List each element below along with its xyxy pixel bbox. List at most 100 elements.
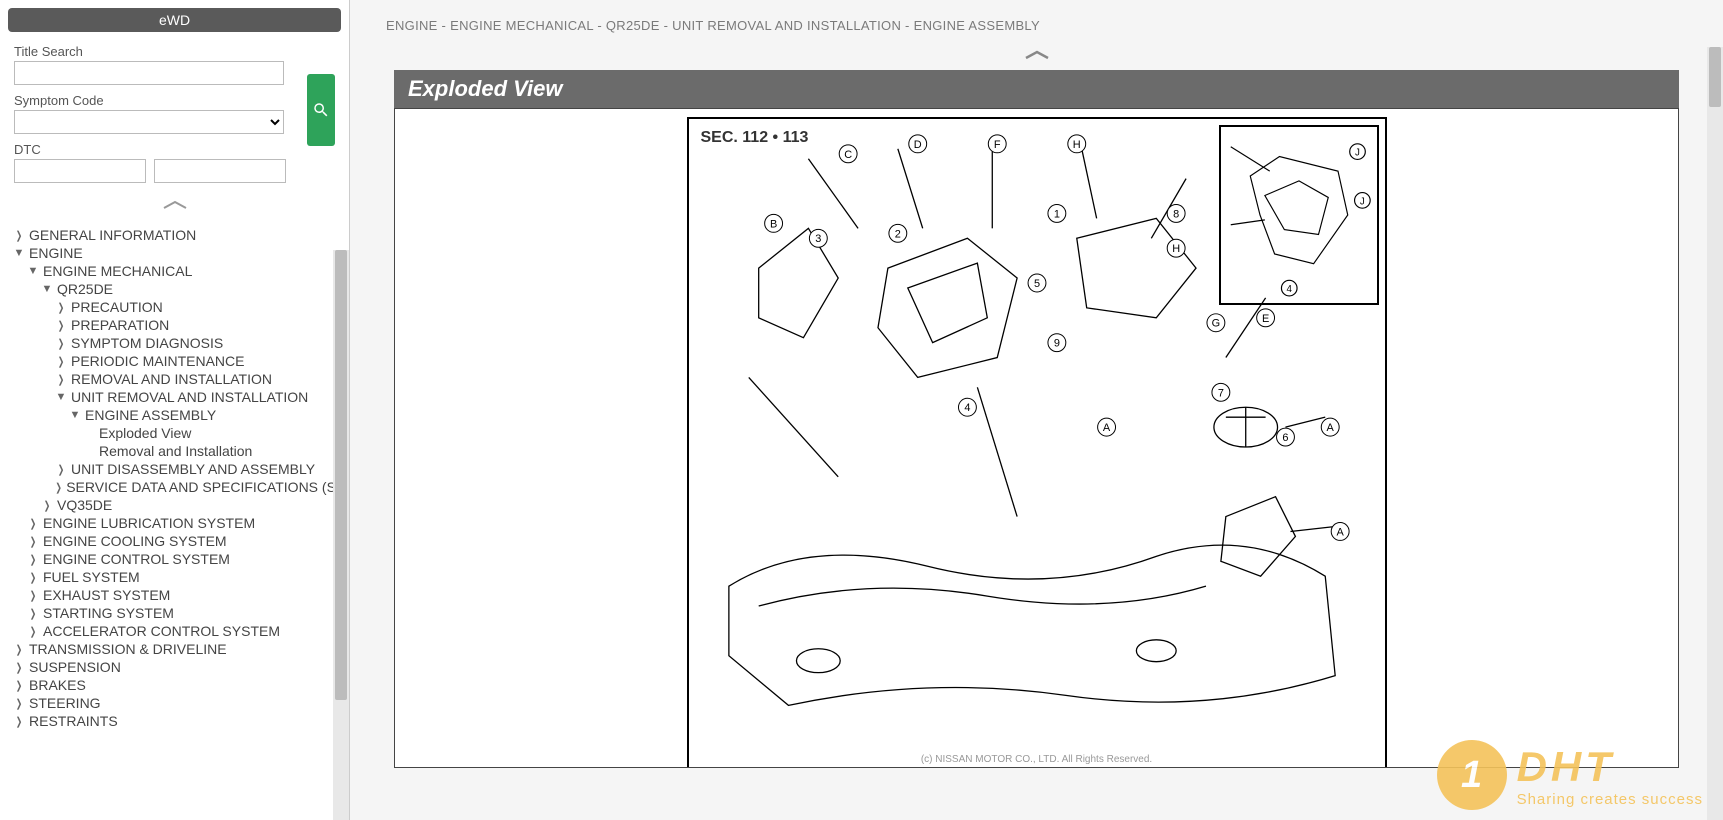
caret-down-icon: ▼ <box>54 391 68 403</box>
dtc-label: DTC <box>14 142 335 157</box>
title-search-label: Title Search <box>14 44 335 59</box>
svg-text:1: 1 <box>1053 208 1059 220</box>
tree-item[interactable]: ❯GENERAL INFORMATION <box>6 226 349 244</box>
caret-right-icon: ❯ <box>28 553 38 566</box>
tree-item-label: PRECAUTION <box>71 299 163 315</box>
title-search-input[interactable] <box>14 61 284 85</box>
symptom-code-label: Symptom Code <box>14 93 335 108</box>
svg-text:H: H <box>1172 243 1180 255</box>
caret-right-icon: ❯ <box>56 463 66 476</box>
tree-item[interactable]: ❯TRANSMISSION & DRIVELINE <box>6 640 349 658</box>
svg-text:2: 2 <box>894 228 900 240</box>
breadcrumb: ENGINE - ENGINE MECHANICAL - QR25DE - UN… <box>350 0 1723 47</box>
svg-text:9: 9 <box>1053 338 1059 350</box>
tree-item-label: UNIT REMOVAL AND INSTALLATION <box>71 389 308 405</box>
tree-item[interactable]: ❯ ENGINE CONTROL SYSTEM <box>6 550 349 568</box>
tree-item[interactable]: ❯STARTING SYSTEM <box>6 604 349 622</box>
tree-item-label: ACCELERATOR CONTROL SYSTEM <box>43 623 280 639</box>
tree-item[interactable]: ❯ FUEL SYSTEM <box>6 568 349 586</box>
caret-right-icon: ❯ <box>14 229 24 242</box>
tree-item-label: ENGINE <box>29 245 83 261</box>
search-button[interactable] <box>307 74 335 146</box>
tree-item-label: Exploded View <box>99 425 191 441</box>
tree-item-label: STEERING <box>29 695 101 711</box>
tree-item[interactable]: ❯ ACCELERATOR CONTROL SYSTEM <box>6 622 349 640</box>
tree-item-label: REMOVAL AND INSTALLATION <box>71 371 272 387</box>
caret-right-icon: ❯ <box>28 517 38 530</box>
diagram-copyright: (c) NISSAN MOTOR CO., LTD. All Rights Re… <box>921 754 1152 765</box>
dtc-input-2[interactable] <box>154 159 286 183</box>
sidebar-scrollbar[interactable] <box>333 250 349 820</box>
tree-item-label: STARTING SYSTEM <box>43 605 174 621</box>
tree-item[interactable]: ❯ REMOVAL AND INSTALLATION <box>6 370 349 388</box>
svg-text:4: 4 <box>964 402 970 414</box>
tree-item[interactable]: ❯PREPARATION <box>6 316 349 334</box>
tree-item-label: PREPARATION <box>71 317 169 333</box>
tree-item[interactable]: ❯ ENGINE LUBRICATION SYSTEM <box>6 514 349 532</box>
caret-right-icon: ❯ <box>14 661 24 674</box>
tree-item-label: FUEL SYSTEM <box>43 569 140 585</box>
tree-item[interactable]: ❯ STEERING <box>6 694 349 712</box>
nav-tree[interactable]: ❯GENERAL INFORMATION▼ENGINE▼ENGINE MECHA… <box>0 222 349 820</box>
svg-text:7: 7 <box>1217 387 1223 399</box>
tree-item[interactable]: ❯ENGINE COOLING SYSTEM <box>6 532 349 550</box>
chevron-up-icon <box>1022 49 1052 61</box>
tree-item[interactable]: Exploded View <box>6 424 349 442</box>
tree-item[interactable]: ❯UNIT DISASSEMBLY AND ASSEMBLY <box>6 460 349 478</box>
tree-item-label: ENGINE LUBRICATION SYSTEM <box>43 515 255 531</box>
tree-item[interactable]: ❯SYMPTOM DIAGNOSIS <box>6 334 349 352</box>
watermark-sub: Sharing creates success <box>1517 791 1703 808</box>
panel-collapse-handle[interactable] <box>0 195 349 222</box>
caret-right-icon: ❯ <box>56 373 66 386</box>
caret-right-icon: ❯ <box>56 355 66 368</box>
tree-item[interactable]: ❯VQ35DE <box>6 496 349 514</box>
caret-right-icon: ❯ <box>56 301 66 314</box>
svg-text:H: H <box>1072 139 1080 151</box>
svg-text:G: G <box>1211 318 1220 330</box>
caret-down-icon: ▼ <box>12 247 26 259</box>
tree-item[interactable]: ▼ENGINE <box>6 244 349 262</box>
watermark-main: DHT <box>1517 743 1703 791</box>
svg-text:3: 3 <box>815 233 821 245</box>
svg-text:8: 8 <box>1173 208 1179 220</box>
content-collapse-handle[interactable] <box>350 47 1723 70</box>
caret-right-icon: ❯ <box>28 571 38 584</box>
tree-item[interactable]: ❯BRAKES <box>6 676 349 694</box>
svg-text:F: F <box>993 139 1000 151</box>
caret-right-icon: ❯ <box>28 535 38 548</box>
watermark-icon: 1 <box>1437 740 1507 810</box>
exploded-drawing: B C D F H H E G A A A 1 <box>689 119 1385 768</box>
tree-item[interactable]: ▼ENGINE MECHANICAL <box>6 262 349 280</box>
tree-item-label: SUSPENSION <box>29 659 121 675</box>
svg-text:B: B <box>769 218 776 230</box>
svg-text:A: A <box>1326 422 1334 434</box>
tree-item[interactable]: ❯RESTRAINTS <box>6 712 349 730</box>
tree-item[interactable]: ❯EXHAUST SYSTEM <box>6 586 349 604</box>
search-panel: Title Search Symptom Code DTC <box>0 36 349 195</box>
ewd-button[interactable]: eWD <box>8 8 341 32</box>
chevron-up-icon <box>160 199 190 211</box>
dtc-input-1[interactable] <box>14 159 146 183</box>
svg-text:6: 6 <box>1282 432 1288 444</box>
sidebar: eWD Title Search Symptom Code DTC <box>0 0 350 820</box>
tree-item-label: SYMPTOM DIAGNOSIS <box>71 335 223 351</box>
tree-item[interactable]: ▼QR25DE <box>6 280 349 298</box>
svg-text:D: D <box>913 139 921 151</box>
tree-item-label: SERVICE DATA AND SPECIFICATIONS (SDS) <box>66 479 349 495</box>
caret-right-icon: ❯ <box>14 715 24 728</box>
caret-down-icon: ▼ <box>40 283 54 295</box>
tree-item[interactable]: ▼UNIT REMOVAL AND INSTALLATION <box>6 388 349 406</box>
symptom-code-select[interactable] <box>14 110 284 134</box>
caret-right-icon: ❯ <box>28 625 38 638</box>
tree-item[interactable]: ❯ PRECAUTION <box>6 298 349 316</box>
tree-item[interactable]: Removal and Installation <box>6 442 349 460</box>
caret-right-icon: ❯ <box>14 679 24 692</box>
tree-item[interactable]: ❯ SUSPENSION <box>6 658 349 676</box>
tree-item[interactable]: ❯SERVICE DATA AND SPECIFICATIONS (SDS) <box>6 478 349 496</box>
content-scrollbar[interactable] <box>1707 47 1723 820</box>
tree-item[interactable]: ❯PERIODIC MAINTENANCE <box>6 352 349 370</box>
caret-right-icon: ❯ <box>14 697 24 710</box>
tree-item[interactable]: ▼ENGINE ASSEMBLY <box>6 406 349 424</box>
svg-text:E: E <box>1261 313 1268 325</box>
tree-item-label: ENGINE CONTROL SYSTEM <box>43 551 230 567</box>
